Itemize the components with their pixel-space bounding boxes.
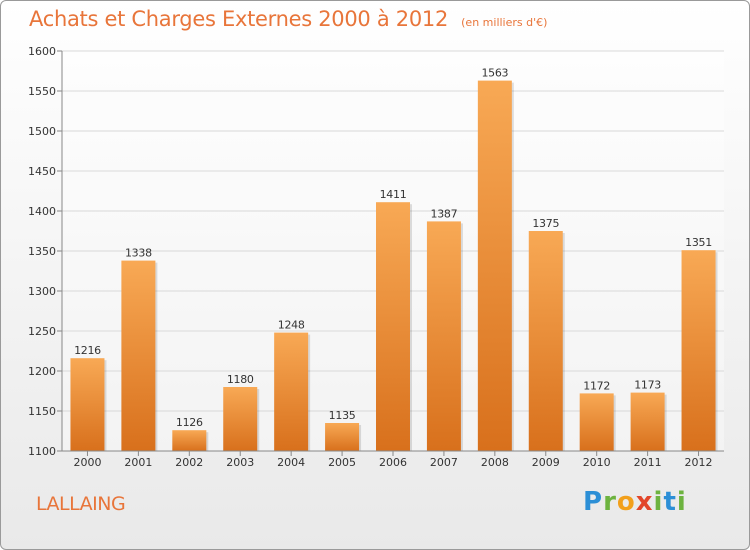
- proxiti-logo: Proxiti: [583, 487, 687, 517]
- x-tick-label: 2007: [430, 456, 458, 469]
- bar: [528, 231, 563, 451]
- bar: [223, 387, 258, 451]
- data-label: 1173: [634, 379, 661, 392]
- data-label: 1172: [583, 379, 610, 392]
- commune-name: LALLAING: [36, 493, 126, 515]
- bar: [70, 358, 105, 451]
- bar: [172, 430, 207, 451]
- bar: [579, 393, 614, 451]
- x-tick-labels: 2000 2001 2002 2003 2004 2005 2006 2007 2008 2009…: [73, 456, 712, 469]
- bars: [70, 80, 718, 451]
- bar: [376, 202, 410, 451]
- y-tick-label: 1350: [28, 245, 56, 258]
- y-tick-label: 1150: [28, 405, 56, 418]
- y-tick-label: 1250: [28, 325, 56, 338]
- bar: [426, 221, 461, 451]
- y-tick-label: 1300: [28, 285, 56, 298]
- data-label: 1411: [380, 188, 407, 201]
- bar: [681, 250, 716, 451]
- bar: [325, 423, 360, 451]
- x-tick-label: 2010: [583, 456, 611, 469]
- bar: [630, 392, 665, 451]
- x-tick-label: 2001: [124, 456, 152, 469]
- x-tick-label: 2009: [532, 456, 560, 469]
- y-tick-label: 1100: [28, 445, 56, 458]
- y-tick-label: 1200: [28, 365, 56, 378]
- axes: [61, 51, 724, 456]
- data-label: 1216: [74, 344, 101, 357]
- x-tick-label: 2012: [685, 456, 713, 469]
- x-tick-label: 2000: [73, 456, 101, 469]
- y-tick-label: 1600: [28, 45, 56, 58]
- y-tick-label: 1550: [28, 85, 56, 98]
- x-tick-label: 2004: [277, 456, 305, 469]
- data-label: 1338: [125, 247, 152, 260]
- logo-letter: r: [603, 487, 617, 517]
- x-tick-label: 2006: [379, 456, 407, 469]
- logo-letter: t: [663, 487, 677, 517]
- data-label: 1180: [227, 373, 254, 386]
- data-labels: 1216 1338 1126 1180 1248 1135 1411 1387 1563 1375…: [74, 67, 712, 430]
- logo-letter: i: [653, 487, 664, 517]
- x-tick-label: 2008: [481, 456, 509, 469]
- x-tick-label: 2003: [226, 456, 254, 469]
- bar: [477, 80, 512, 451]
- x-tick-label: 2005: [328, 456, 356, 469]
- data-label: 1126: [176, 416, 203, 429]
- y-tick-labels: 1100 1150 1200 1250 1300 1350 1400 1450 1500 1550…: [28, 45, 56, 458]
- data-label: 1375: [532, 217, 559, 230]
- data-label: 1387: [431, 207, 458, 220]
- chart-title: Achats et Charges Externes 2000 à 2012: [29, 7, 449, 31]
- logo-letter: o: [616, 487, 636, 517]
- y-tick-label: 1500: [28, 125, 56, 138]
- logo-letter: i: [676, 487, 687, 517]
- title-row: Achats et Charges Externes 2000 à 2012 (…: [29, 7, 547, 31]
- chart-unit: (en milliers d'€): [461, 16, 548, 29]
- data-label: 1135: [329, 409, 356, 422]
- x-tick-label: 2002: [175, 456, 203, 469]
- bar: [121, 260, 156, 451]
- y-tick-label: 1450: [28, 165, 56, 178]
- x-tick-label: 2011: [634, 456, 662, 469]
- y-tick-label: 1400: [28, 205, 56, 218]
- data-label: 1351: [685, 236, 712, 249]
- logo-letter: x: [635, 487, 654, 517]
- data-label: 1248: [278, 319, 305, 332]
- bar: [274, 332, 309, 451]
- logo-letter: P: [583, 487, 604, 517]
- data-label: 1563: [481, 67, 508, 80]
